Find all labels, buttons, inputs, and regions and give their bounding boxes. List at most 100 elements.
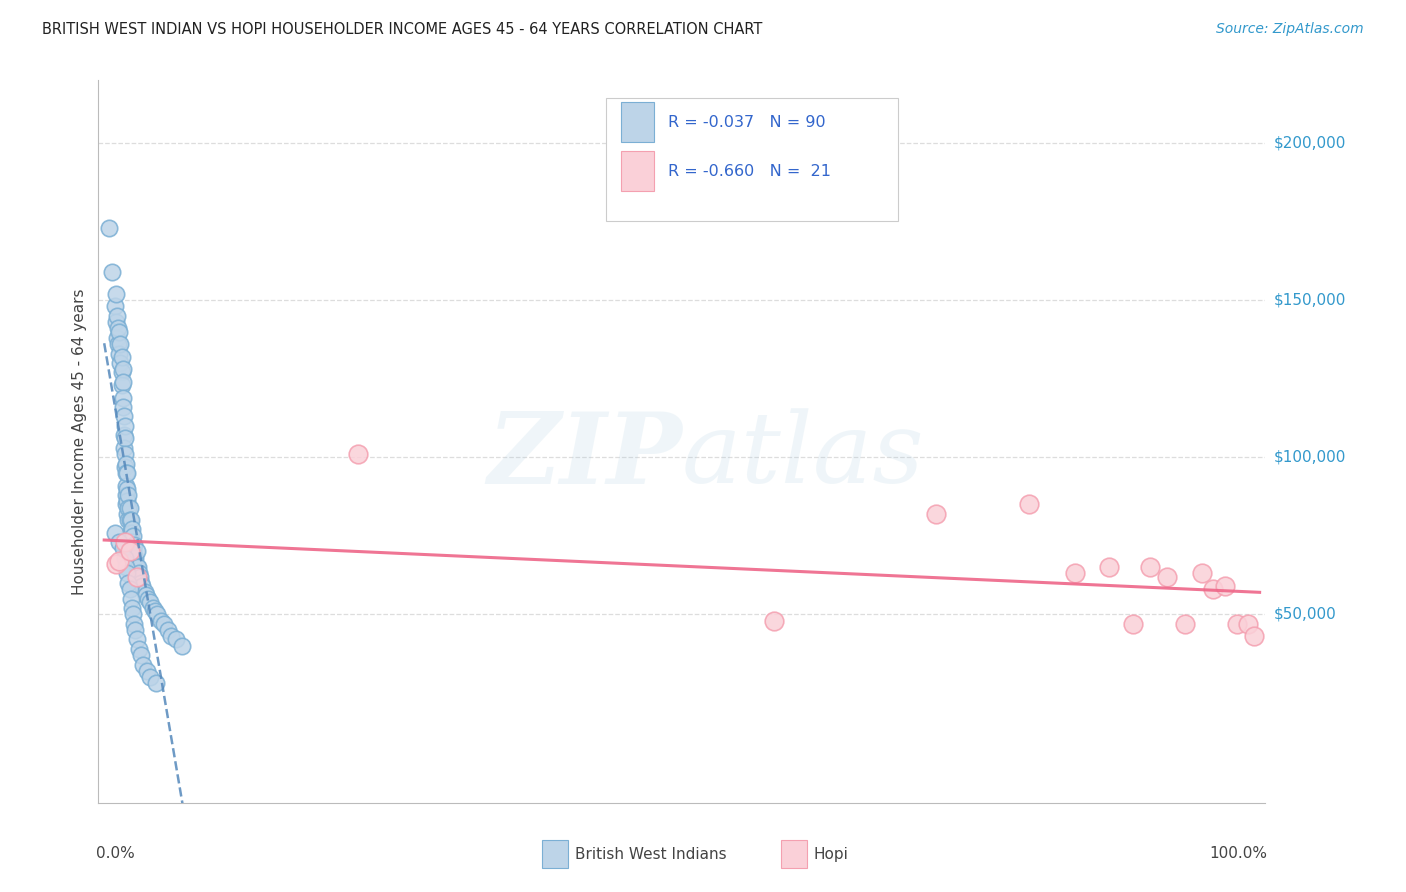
Text: Hopi: Hopi — [814, 847, 849, 862]
Point — [108, 346, 131, 360]
Text: $200,000: $200,000 — [1274, 136, 1346, 151]
Point — [153, 616, 176, 631]
Text: ZIP: ZIP — [486, 408, 682, 504]
Point — [108, 535, 131, 549]
Point — [111, 362, 134, 376]
Point — [115, 466, 138, 480]
Point — [105, 309, 128, 323]
Point — [108, 554, 131, 568]
Point — [121, 535, 143, 549]
Point — [139, 670, 162, 684]
Point — [115, 488, 138, 502]
Point — [125, 632, 148, 647]
Point — [111, 391, 134, 405]
Point — [117, 494, 139, 508]
Point — [120, 513, 142, 527]
Point — [114, 447, 136, 461]
Point — [118, 513, 141, 527]
Text: $150,000: $150,000 — [1274, 293, 1346, 308]
Point — [925, 507, 948, 521]
Point — [156, 623, 179, 637]
Point — [1237, 616, 1260, 631]
Point — [115, 478, 138, 492]
Point — [122, 538, 145, 552]
Point — [112, 428, 135, 442]
Point — [112, 409, 135, 424]
Text: $50,000: $50,000 — [1274, 607, 1337, 622]
Point — [125, 569, 148, 583]
Point — [118, 544, 141, 558]
Point — [115, 457, 138, 471]
Point — [146, 607, 169, 622]
Point — [139, 595, 162, 609]
Point — [111, 541, 134, 556]
Point — [117, 566, 139, 581]
Point — [118, 525, 141, 540]
Point — [117, 466, 139, 480]
Text: R = -0.037   N = 90: R = -0.037 N = 90 — [668, 115, 825, 129]
Point — [125, 560, 148, 574]
Point — [132, 657, 155, 672]
Point — [104, 300, 127, 314]
Point — [124, 623, 146, 637]
Point — [170, 639, 193, 653]
Point — [1191, 566, 1213, 581]
Point — [1063, 566, 1085, 581]
Text: Source: ZipAtlas.com: Source: ZipAtlas.com — [1216, 22, 1364, 37]
Point — [114, 459, 136, 474]
Point — [131, 579, 153, 593]
Point — [111, 375, 134, 389]
Bar — [541, 840, 568, 868]
Point — [1243, 629, 1265, 643]
Point — [145, 676, 167, 690]
Point — [118, 582, 141, 597]
Point — [122, 550, 145, 565]
Point — [1213, 579, 1236, 593]
Point — [127, 560, 149, 574]
Point — [114, 535, 136, 549]
Point — [1018, 497, 1040, 511]
Text: 0.0%: 0.0% — [96, 847, 135, 861]
Point — [117, 500, 139, 515]
Point — [107, 321, 129, 335]
Bar — [621, 103, 654, 142]
Point — [134, 585, 156, 599]
Point — [120, 591, 142, 606]
Point — [129, 569, 152, 583]
Point — [117, 482, 139, 496]
Point — [110, 356, 132, 370]
Point — [114, 418, 136, 433]
Text: British West Indians: British West Indians — [575, 847, 725, 862]
Point — [136, 664, 159, 678]
Point — [114, 550, 136, 565]
Point — [114, 431, 136, 445]
Point — [142, 601, 165, 615]
Point — [107, 337, 129, 351]
Point — [112, 441, 135, 455]
Text: $100,000: $100,000 — [1274, 450, 1346, 465]
Point — [136, 591, 159, 606]
Point — [110, 337, 132, 351]
Point — [101, 265, 124, 279]
Text: atlas: atlas — [682, 409, 925, 504]
Point — [122, 529, 145, 543]
Point — [128, 641, 150, 656]
Point — [1225, 616, 1247, 631]
Point — [129, 648, 152, 662]
Point — [1173, 616, 1195, 631]
Point — [105, 331, 128, 345]
Point — [1139, 560, 1161, 574]
Y-axis label: Householder Income Ages 45 - 64 years: Householder Income Ages 45 - 64 years — [72, 288, 87, 595]
Point — [110, 378, 132, 392]
Point — [120, 525, 142, 540]
Point — [160, 629, 183, 643]
Point — [128, 566, 150, 581]
Text: R = -0.660   N =  21: R = -0.660 N = 21 — [668, 164, 831, 178]
Point — [104, 315, 127, 329]
Point — [149, 614, 172, 628]
Point — [108, 325, 131, 339]
Point — [117, 488, 139, 502]
Point — [104, 525, 127, 540]
Point — [122, 607, 145, 622]
Point — [1202, 582, 1225, 597]
